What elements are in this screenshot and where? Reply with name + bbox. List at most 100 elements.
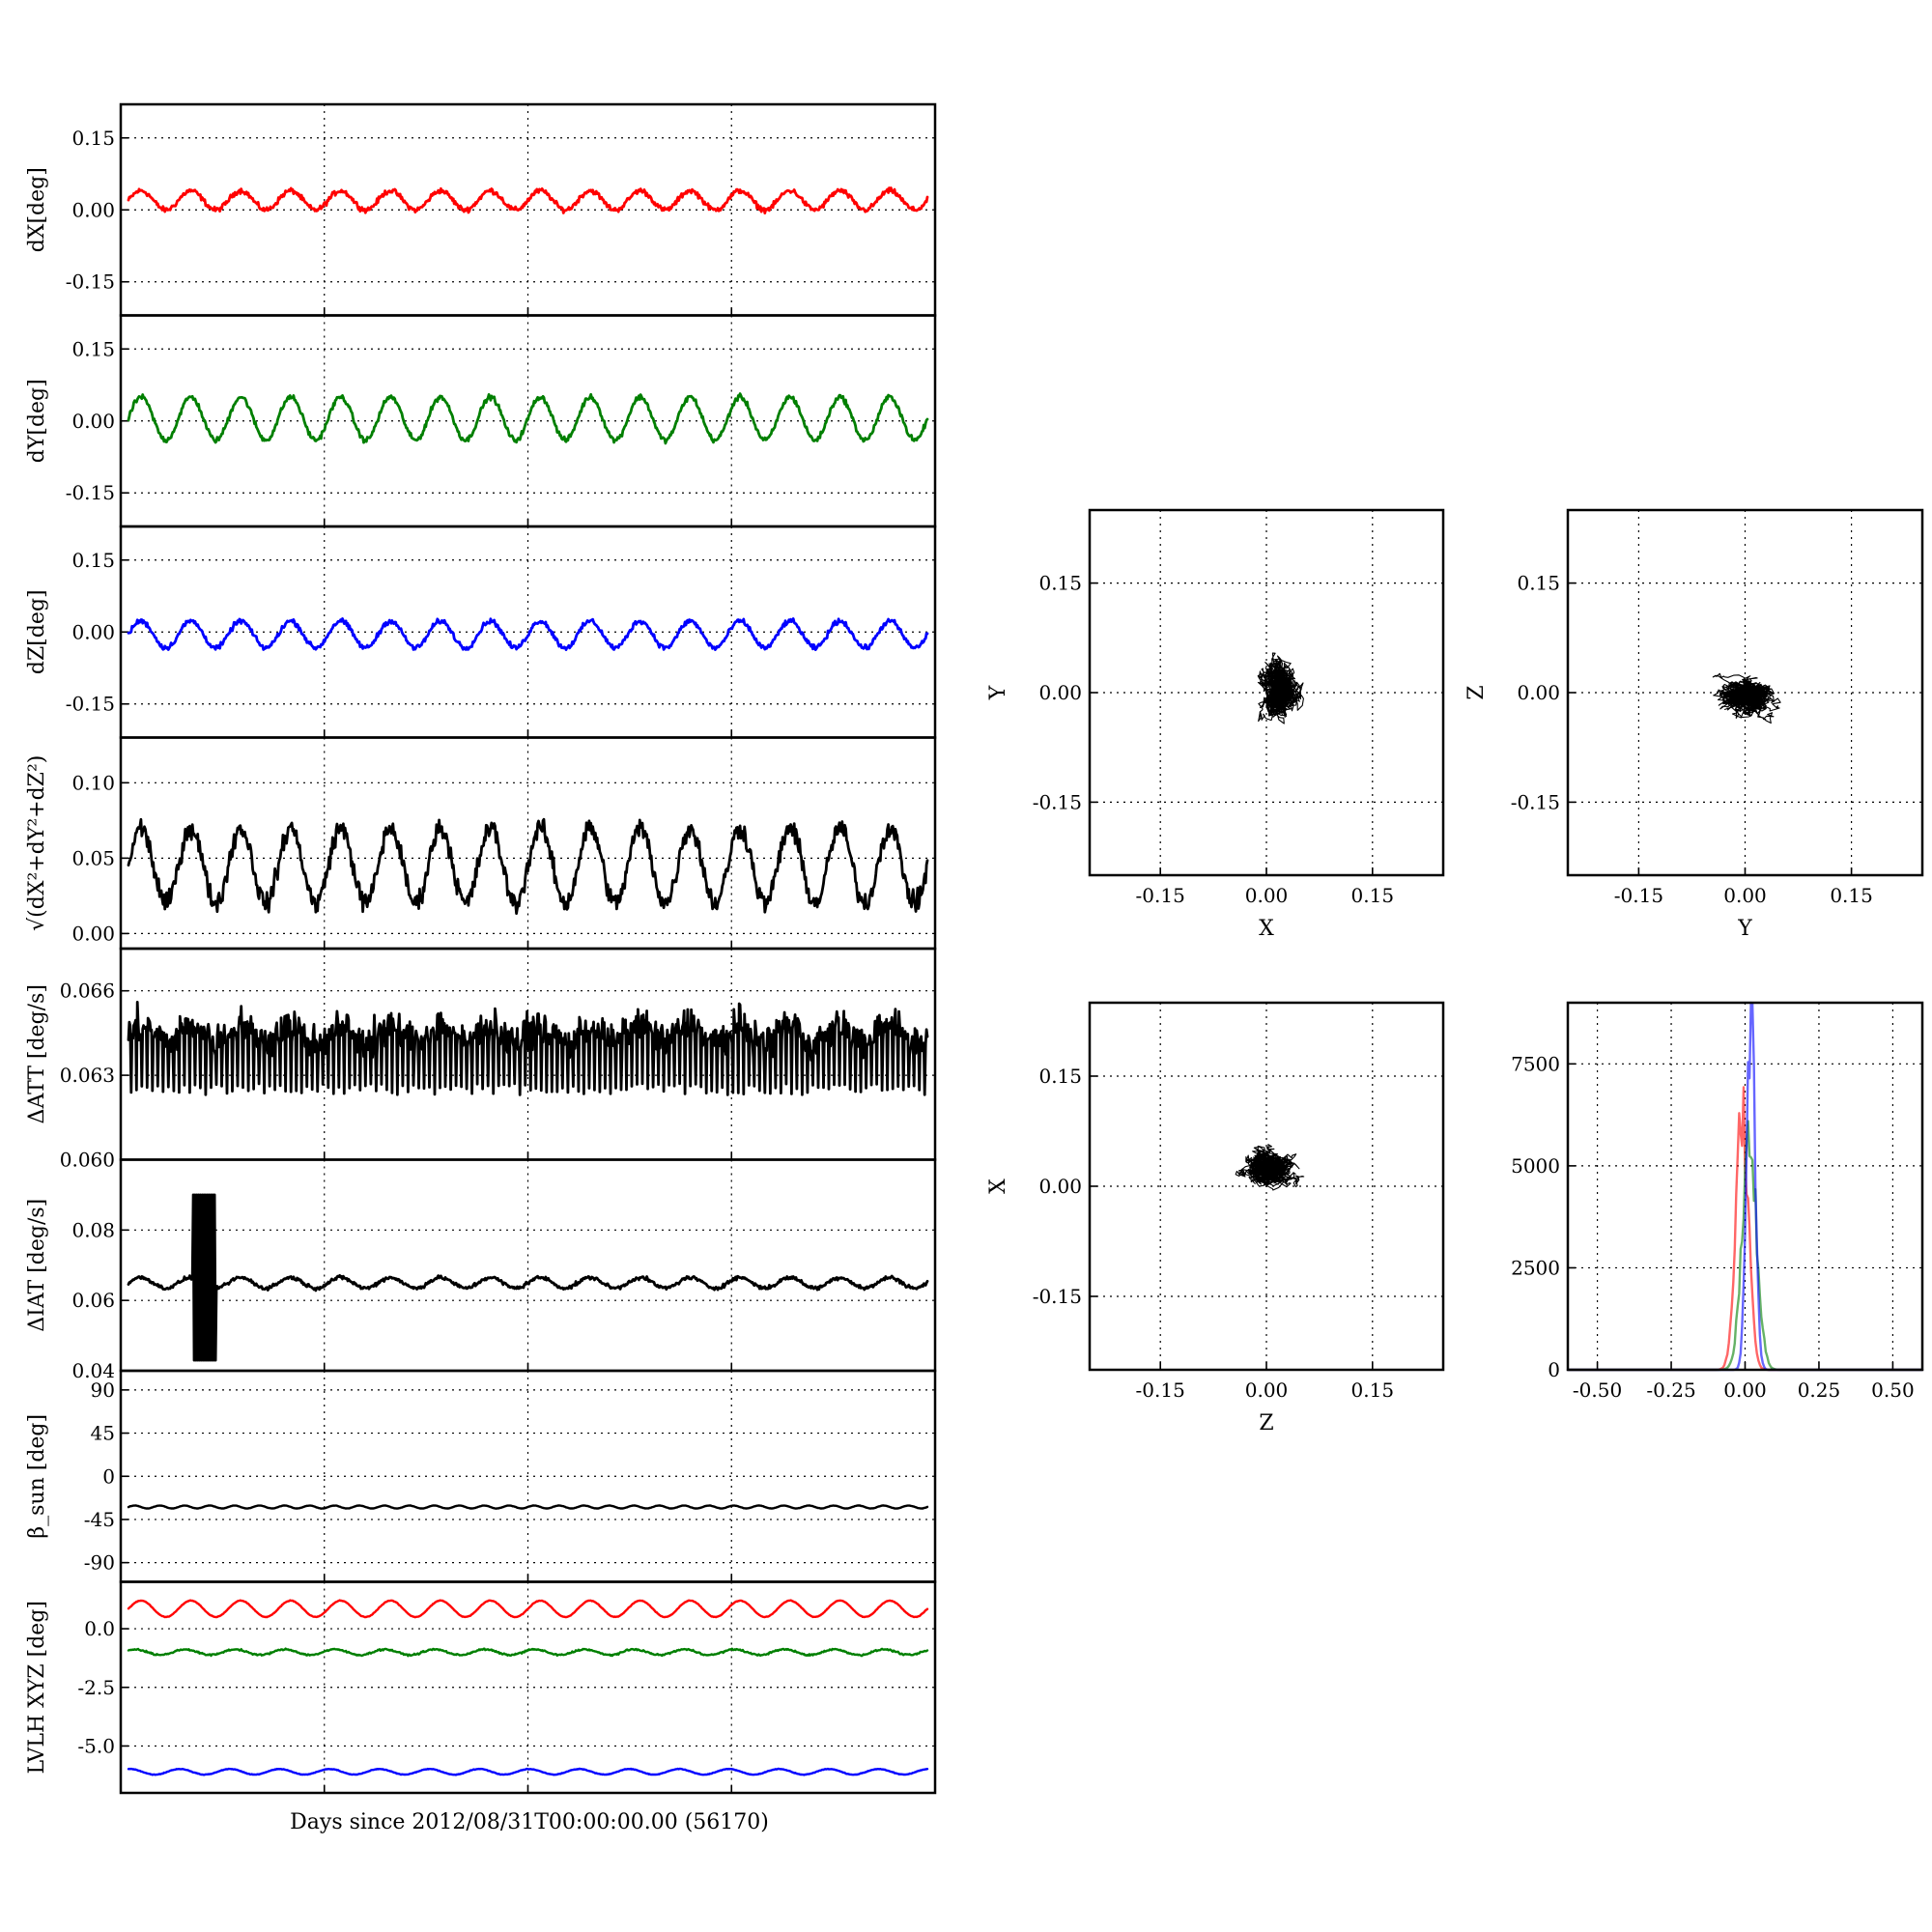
y-tick-label: 0.15 <box>1517 572 1560 595</box>
series-line-green <box>127 1647 929 1658</box>
panel-frame <box>1088 1001 1445 1372</box>
panel-dtot: 0.10 0.05 0.00 √(dX²+dY²+dZ²) <box>25 736 937 951</box>
y-tick-label: -90 <box>84 1551 115 1575</box>
y-tick-label: 0.00 <box>71 620 115 643</box>
y-tick-label: 0.15 <box>71 549 115 572</box>
shared-x-axis-label: Days since 2012/08/31T00:00:00.00 (56170… <box>290 1810 769 1834</box>
series-line-black <box>127 817 929 915</box>
y-tick-label: 0.00 <box>1038 1175 1082 1198</box>
y-tick-label: -0.15 <box>1033 790 1082 813</box>
panel-frame <box>1088 508 1445 877</box>
x-tick-label: 0.00 <box>1723 1378 1767 1402</box>
panel-zx: -0.15 0.00 0.15 -0.15 0.00 0.15 Z X <box>986 1001 1445 1435</box>
x-tick-label: 0.25 <box>1798 1378 1841 1402</box>
x-axis-label: X <box>1259 917 1274 941</box>
y-tick-label: 0.10 <box>71 771 115 794</box>
x-axis-label: Z <box>1259 1411 1273 1435</box>
panel-frame <box>1566 508 1924 877</box>
y-tick-label: -0.15 <box>1033 1285 1082 1308</box>
y-tick-label: 0.00 <box>71 410 115 433</box>
x-tick-label: 0.15 <box>1351 1378 1395 1402</box>
x-tick-label: -0.15 <box>1136 884 1185 907</box>
y-tick-label: -5.0 <box>77 1734 115 1757</box>
y-axis-label: dX[deg] <box>25 167 49 252</box>
series-line-black <box>127 1193 929 1362</box>
y-tick-label: 5000 <box>1511 1154 1560 1178</box>
y-tick-label: 90 <box>91 1378 115 1402</box>
panel-dz: 0.15 0.00 -0.15 dZ[deg] <box>25 525 937 739</box>
y-tick-label: 0.00 <box>71 922 115 945</box>
panel-frame <box>119 1580 937 1795</box>
y-axis-label: dZ[deg] <box>25 589 49 674</box>
scatter-trace <box>1235 1144 1305 1191</box>
y-axis-label: ΔATT [deg/s] <box>25 984 49 1123</box>
panel-lvlh: 0.0 -2.5 -5.0 LVLH XYZ [deg] <box>25 1580 937 1795</box>
series-line-black <box>127 1001 929 1096</box>
y-tick-label: 0.15 <box>71 337 115 360</box>
y-tick-label: 0 <box>1548 1358 1560 1381</box>
y-tick-label: -0.15 <box>66 481 115 504</box>
scatter-trace <box>1257 652 1304 724</box>
x-tick-label: -0.15 <box>1136 1378 1185 1402</box>
y-axis-label: LVLH XYZ [deg] <box>25 1601 49 1775</box>
y-tick-label: 0 <box>102 1464 115 1488</box>
panel-xy: -0.15 0.00 0.15 -0.15 0.00 0.15 X Y <box>986 508 1445 941</box>
panel-dy: 0.15 0.00 -0.15 dY[deg] <box>25 314 937 528</box>
panel-frame <box>1566 1001 1924 1372</box>
panel-frame <box>119 1158 937 1373</box>
y-tick-label: 0.00 <box>71 198 115 221</box>
scatter-trace <box>1712 672 1781 724</box>
series-line-red <box>127 1599 929 1619</box>
x-tick-label: 0.15 <box>1830 884 1873 907</box>
y-tick-label: 45 <box>91 1422 115 1445</box>
y-tick-label: -0.15 <box>66 270 115 294</box>
y-tick-label: 0.0 <box>84 1617 115 1640</box>
y-tick-label: 0.05 <box>71 846 115 869</box>
y-tick-label: 0.00 <box>1038 681 1082 704</box>
series-line-blue <box>127 617 929 651</box>
y-axis-label: β_sun [deg] <box>25 1414 49 1539</box>
y-axis-label: Y <box>986 685 1010 700</box>
x-axis-label: Y <box>1737 917 1752 941</box>
series-line-black <box>127 1504 929 1510</box>
y-axis-label: dY[deg] <box>25 379 49 463</box>
panel-diat: 0.08 0.06 0.04 ΔIAT [deg/s] <box>25 1158 937 1382</box>
x-tick-label: 0.00 <box>1723 884 1767 907</box>
y-tick-label: 7500 <box>1511 1052 1560 1075</box>
y-tick-label: 0.00 <box>1517 681 1560 704</box>
x-tick-label: -0.50 <box>1573 1378 1622 1402</box>
panel-yz: -0.15 0.00 0.15 -0.15 0.00 0.15 Y Z <box>1464 508 1924 941</box>
panel-beta: 90 45 0 -45 -90 β_sun [deg] <box>25 1369 937 1583</box>
y-tick-label: 2500 <box>1511 1256 1560 1279</box>
panel-datt: 0.066 0.063 0.060 ΔATT [deg/s] <box>25 947 937 1172</box>
x-tick-label: -0.15 <box>1614 884 1663 907</box>
y-tick-label: 0.063 <box>60 1064 115 1087</box>
y-axis-label: X <box>986 1179 1010 1194</box>
series-line-red <box>127 186 929 215</box>
y-tick-label: -0.15 <box>66 693 115 716</box>
y-tick-label: -2.5 <box>77 1676 115 1699</box>
y-tick-label: -45 <box>84 1508 115 1531</box>
x-tick-label: -0.25 <box>1646 1378 1695 1402</box>
y-tick-label: 0.15 <box>1038 572 1082 595</box>
y-tick-label: 0.04 <box>71 1359 115 1382</box>
x-tick-label: 0.00 <box>1245 884 1289 907</box>
panel-hist: -0.50 -0.25 0.00 0.25 0.50 7500 5000 2500 0 <box>1511 1001 1924 1402</box>
series-line-green <box>127 392 929 445</box>
x-tick-label: 0.00 <box>1245 1378 1289 1402</box>
y-tick-label: 0.060 <box>60 1149 115 1172</box>
y-axis-label: Z <box>1464 685 1489 699</box>
series-line-blue <box>127 1767 929 1776</box>
panel-frame <box>119 736 937 951</box>
x-tick-label: 0.15 <box>1351 884 1395 907</box>
y-tick-label: 0.08 <box>71 1218 115 1241</box>
y-tick-label: 0.15 <box>1038 1065 1082 1088</box>
panel-dx: 0.15 0.00 -0.15 dX[deg] <box>25 102 937 317</box>
y-tick-label: 0.066 <box>60 980 115 1003</box>
y-tick-label: 0.06 <box>71 1289 115 1312</box>
y-axis-label: ΔIAT [deg/s] <box>25 1199 49 1332</box>
y-axis-label: √(dX²+dY²+dZ²) <box>25 755 49 931</box>
x-tick-label: 0.50 <box>1871 1378 1915 1402</box>
y-tick-label: -0.15 <box>1511 790 1560 813</box>
